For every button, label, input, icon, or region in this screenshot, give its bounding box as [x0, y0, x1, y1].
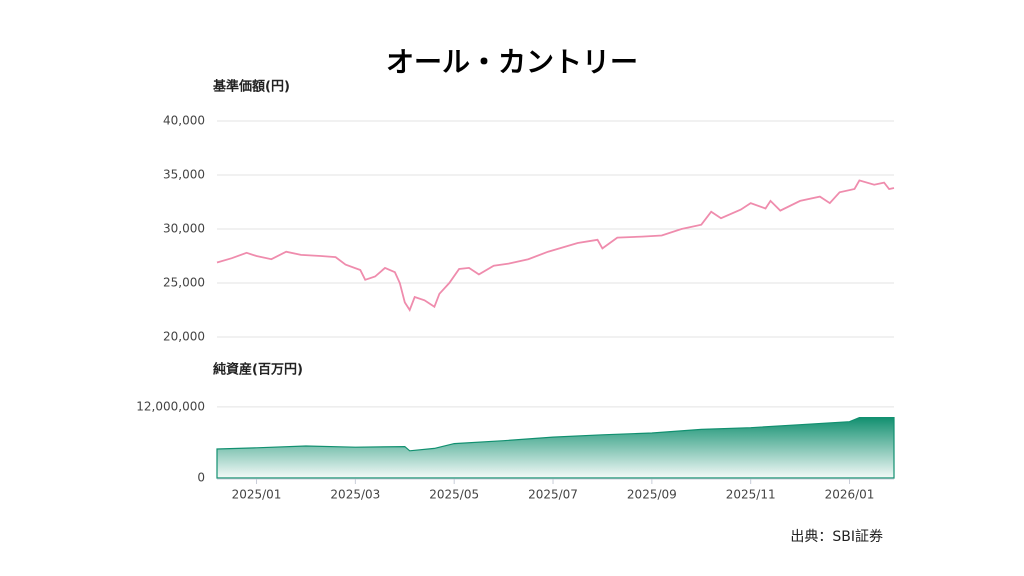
area: [216, 417, 895, 479]
x-tick-label: 2025/03: [330, 488, 380, 502]
chart-title: オール・カントリー: [386, 46, 638, 79]
x-tick-label: 2026/01: [825, 488, 875, 502]
source: 出典：SBI証券: [790, 529, 883, 545]
x-tick-label: 2025/05: [429, 488, 479, 502]
y-tick-label: 30,000: [163, 222, 205, 236]
line: [216, 179, 895, 312]
y-tick-label: 0: [197, 471, 205, 485]
y-tick-label: 40,000: [163, 114, 205, 128]
y-tick-label: 12,000,000: [136, 399, 205, 413]
y-axis-label: 純資産(百万円): [213, 362, 303, 378]
x-tick-label: 2025/01: [232, 488, 282, 502]
y-tick-label: 20,000: [163, 330, 205, 344]
x-tick-label: 2025/07: [528, 488, 578, 502]
x-tick-label: 2025/09: [627, 488, 677, 502]
y-tick-label: 35,000: [163, 168, 205, 182]
y-tick-label: 25,000: [163, 276, 205, 290]
y-axis-label: 基準価額(円): [212, 79, 290, 95]
x-tick-label: 2025/11: [726, 488, 776, 502]
